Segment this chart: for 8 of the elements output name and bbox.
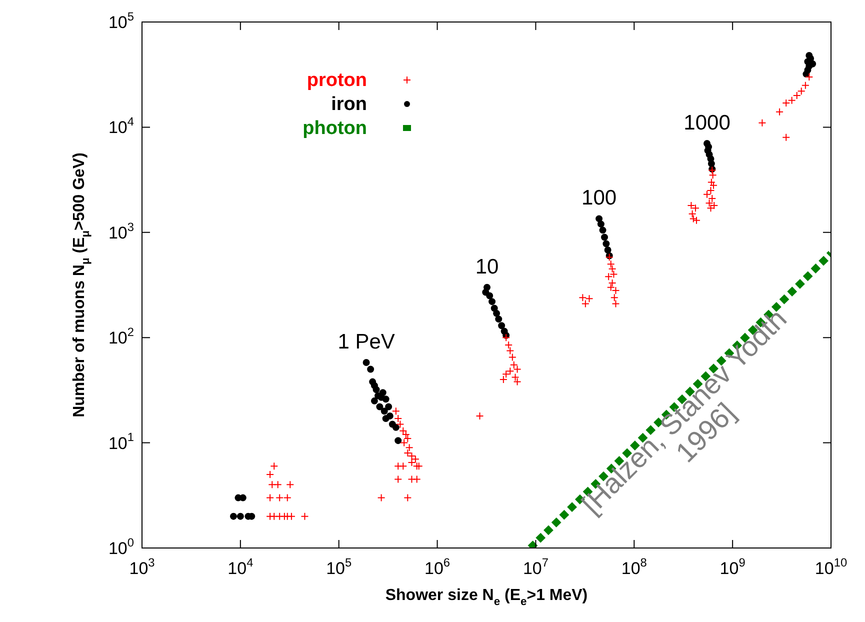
legend-label: iron [331, 94, 368, 115]
annotation: 10 [475, 255, 499, 278]
annotation: 100 [582, 186, 617, 210]
annotation: 1 PeV [338, 330, 395, 354]
annotation: 1000 [684, 111, 730, 134]
legend-label: proton [306, 70, 368, 91]
y-axis-title: Number of muons Nμ (Eμ>500 GeV) [71, 152, 92, 418]
legend-label: photon [302, 118, 367, 139]
